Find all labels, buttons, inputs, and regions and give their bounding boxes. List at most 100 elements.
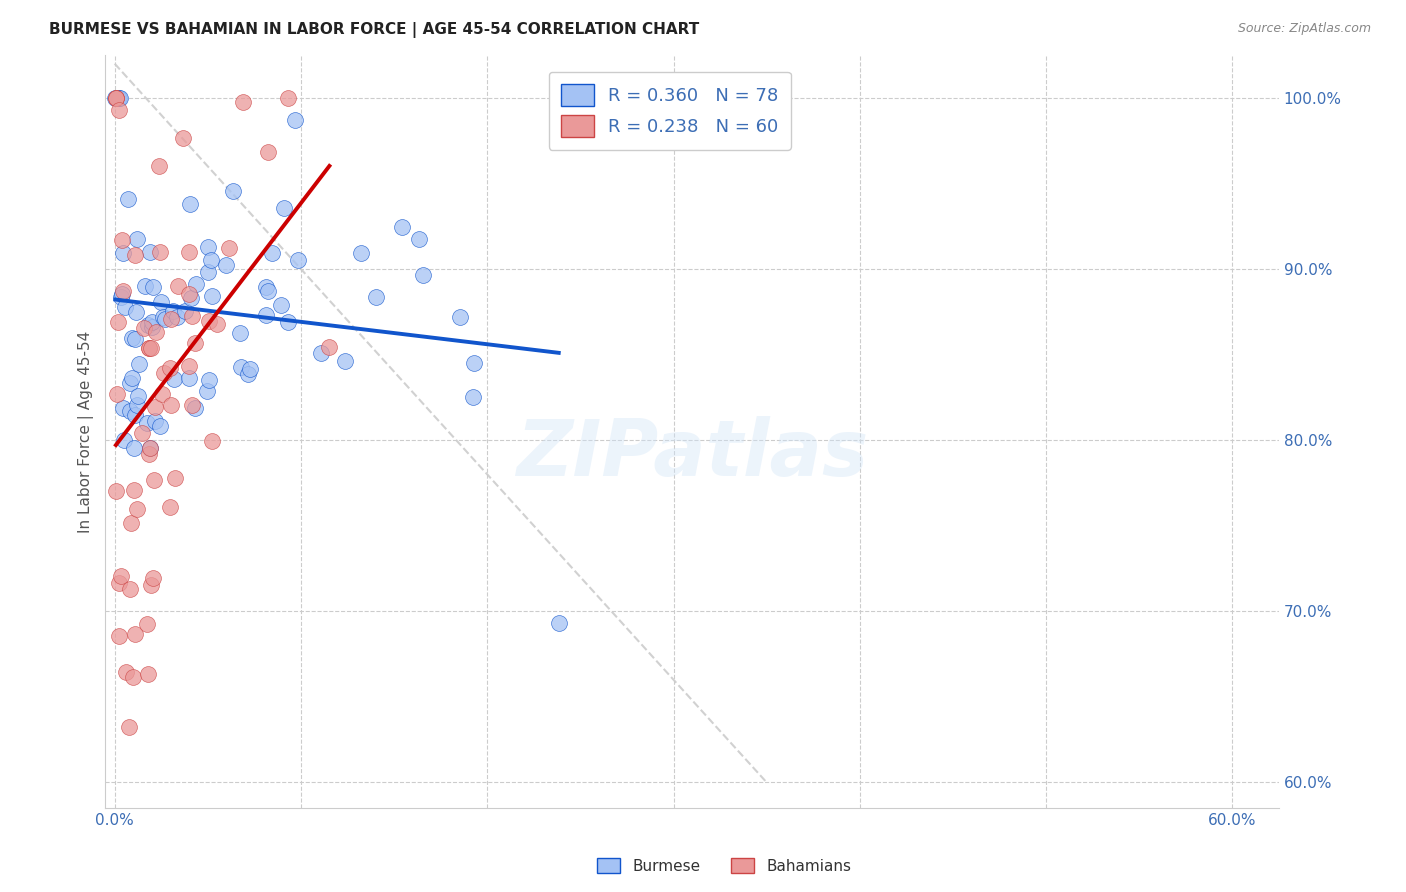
Point (107, 315, 129, 329)
Point (159, 360, 181, 375)
Point (160, 311, 183, 326)
Y-axis label: In Labor Force | Age 45-54: In Labor Force | Age 45-54 (79, 330, 94, 533)
Point (349, 246, 371, 260)
Point (108, 629, 131, 643)
Point (136, 617, 159, 632)
Point (179, 197, 201, 211)
Point (111, 245, 134, 260)
Text: BURMESE VS BAHAMIAN IN LABOR FORCE | AGE 45-54 CORRELATION CHART: BURMESE VS BAHAMIAN IN LABOR FORCE | AGE… (49, 22, 699, 38)
Point (143, 473, 166, 487)
Point (115, 665, 138, 679)
Point (124, 408, 146, 422)
Point (153, 312, 176, 326)
Point (104, 91, 127, 105)
Point (110, 569, 132, 583)
Point (138, 446, 160, 460)
Point (142, 279, 165, 293)
Point (139, 441, 162, 455)
Point (124, 305, 146, 319)
Point (105, 91, 128, 105)
Point (159, 500, 181, 514)
Point (128, 357, 150, 371)
Point (108, 91, 131, 105)
Point (121, 371, 143, 385)
Point (256, 284, 278, 298)
Point (254, 308, 277, 322)
Point (463, 356, 485, 370)
Point (105, 386, 128, 401)
Point (238, 367, 260, 381)
Point (180, 291, 202, 305)
Point (120, 582, 142, 596)
Point (139, 341, 162, 355)
Point (150, 387, 173, 401)
Point (127, 232, 149, 246)
Point (150, 294, 173, 309)
Point (184, 336, 207, 351)
Point (138, 341, 160, 355)
Point (138, 341, 160, 355)
Point (138, 318, 160, 332)
Point (461, 390, 484, 404)
Point (277, 91, 299, 105)
Point (222, 185, 245, 199)
Point (131, 426, 153, 441)
Point (105, 91, 128, 105)
Point (309, 346, 332, 360)
Point (132, 320, 155, 334)
Point (198, 373, 221, 387)
Point (166, 278, 188, 293)
Point (391, 220, 413, 235)
Legend: R = 0.360   N = 78, R = 0.238   N = 60: R = 0.360 N = 78, R = 0.238 N = 60 (548, 71, 792, 150)
Point (256, 145, 278, 159)
Point (180, 397, 202, 411)
Point (284, 113, 307, 128)
Point (122, 441, 145, 455)
Point (120, 516, 142, 531)
Point (127, 388, 149, 402)
Point (229, 359, 252, 374)
Point (412, 268, 434, 282)
Point (215, 258, 238, 272)
Point (139, 578, 162, 592)
Point (162, 303, 184, 318)
Point (449, 310, 471, 324)
Point (218, 241, 240, 255)
Point (232, 95, 254, 110)
Point (136, 416, 159, 430)
Point (335, 354, 357, 368)
Point (145, 326, 167, 340)
Point (364, 290, 387, 304)
Point (120, 404, 142, 418)
Point (134, 279, 156, 293)
Point (121, 670, 143, 684)
Point (270, 298, 292, 312)
Point (273, 201, 295, 215)
Point (408, 232, 430, 246)
Point (124, 627, 146, 641)
Legend: Burmese, Bahamians: Burmese, Bahamians (591, 852, 858, 880)
Text: ZIPatlas: ZIPatlas (516, 417, 869, 492)
Point (122, 483, 145, 497)
Point (197, 265, 219, 279)
Point (125, 398, 148, 412)
Point (117, 192, 139, 206)
Point (195, 384, 218, 398)
Point (277, 315, 299, 329)
Point (152, 310, 174, 324)
Point (262, 246, 284, 260)
Point (229, 326, 252, 340)
Point (200, 252, 222, 267)
Point (184, 277, 207, 291)
Point (149, 245, 172, 260)
Point (197, 240, 219, 254)
Point (124, 332, 146, 346)
Point (163, 372, 186, 386)
Point (179, 245, 201, 260)
Point (149, 418, 172, 433)
Point (125, 501, 148, 516)
Point (143, 401, 166, 415)
Point (124, 248, 146, 262)
Point (197, 313, 219, 327)
Point (163, 471, 186, 485)
